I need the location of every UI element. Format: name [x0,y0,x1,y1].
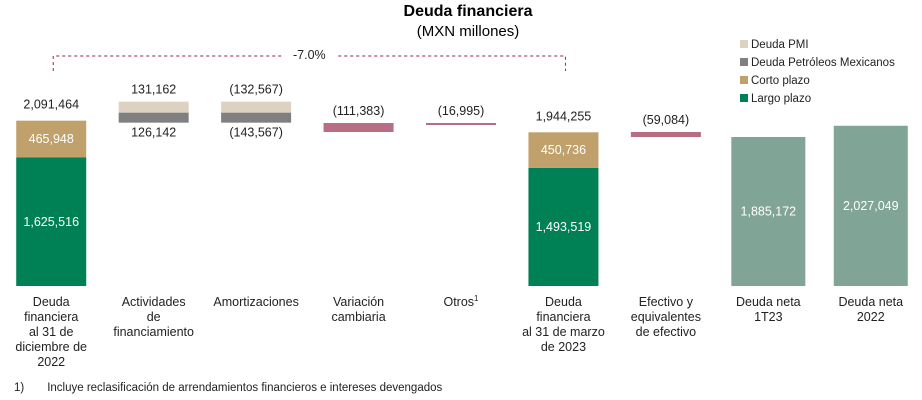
data-label-corto-plazo: 465,948 [29,132,74,146]
data-label-largo-plazo: 1,493,519 [536,220,592,234]
category-label: Efectivo y equivalentes de efectivo [631,295,701,339]
waterfall-chart: Deuda financiera (MXN millones) 1,625,51… [15,3,908,369]
bar-deuda-pemex [221,112,292,123]
category-label-line: financiera [536,310,590,324]
category-label-line: financiamiento [113,325,194,339]
category-label: Deuda financiera al 31 de marzo de 2023 [522,295,605,354]
chart-bars: 1,625,516 465,948 2,091,464 1,493,519 450,73… [15,47,908,369]
category-label-line: de [147,310,161,324]
data-label-deuda-pmi: (132,567) [229,83,283,97]
footnote-marker: 1) [14,382,25,394]
bar-negative-change [323,123,394,132]
legend-label: Deuda Petróleos Mexicanos [751,57,895,69]
category-label-line: financiera [24,310,78,324]
legend-swatch [740,94,748,102]
category-label-line: Deuda [33,295,70,309]
data-label-largo-plazo: 1,625,516 [23,215,79,229]
bar-corto-plazo [16,120,87,158]
category-label-line: Amortizaciones [213,295,298,309]
chart-title: Deuda financiera [404,3,533,20]
category-label-line: al 31 de marzo [522,325,605,339]
category-label-line: Efectivo y [639,295,694,309]
bar-largo-plazo [528,167,599,286]
category-label-line: Actividades [122,295,186,309]
category-label-line: Variación [333,295,384,309]
category-label-line: Deuda neta [736,295,801,309]
bar-corto-plazo [528,132,599,168]
data-label-deuda-pemex: 126,142 [131,126,176,140]
category-label: Actividades de financiamiento [113,295,194,339]
variation-label-bg [283,47,336,63]
chart-subtitle: (MXN millones) [417,23,520,40]
data-label-deuda-pmi: 131,162 [131,83,176,97]
bar-deuda-pmi [221,101,292,113]
category-label: Deuda financiera al 31 de diciembre de 2022 [15,295,87,369]
category-label: Otros1 [443,294,479,309]
data-label-corto-plazo: 450,736 [541,143,586,157]
bar-negative-change [630,132,701,137]
legend-swatch [740,40,748,48]
category-label-line: al 31 de [29,325,74,339]
legend-swatch [740,76,748,84]
bar-deuda-neta [833,125,908,286]
category-label-line: diciembre de [15,340,87,354]
data-label-change: (16,995) [438,104,485,118]
category-label-line: 1T23 [754,310,783,324]
footnote-text: Incluye reclasificación de arrendamiento… [47,382,443,394]
category-label: Amortizaciones [213,295,298,309]
bar-largo-plazo [16,157,87,286]
footnote: 1) Incluye reclasificación de arrendamie… [14,382,442,394]
variation-label: -7.0% [293,48,326,62]
legend-label: Corto plazo [751,75,810,87]
legend-swatch [740,58,748,66]
category-superscript: 1 [474,294,479,303]
data-label-deuda-neta: 2,027,049 [843,199,899,213]
bar-deuda-pemex [118,112,189,123]
category-label-line: Deuda neta [838,295,903,309]
category-label: Variación cambiaria [331,295,385,324]
category-label-line: Deuda [545,295,582,309]
data-label-total: 2,091,464 [23,98,79,112]
category-label-line: de 2023 [541,340,586,354]
legend: Deuda PMI Deuda Petróleos Mexicanos Corto … [740,39,895,105]
data-label-change: (111,383) [333,104,385,118]
category-label-line: cambiaria [331,310,385,324]
category-label-line: equivalentes [631,310,701,324]
data-label-deuda-neta: 1,885,172 [741,204,797,218]
data-label-change: (59,084) [643,113,690,127]
data-label-total: 1,944,255 [536,109,592,123]
category-label-line: 2022 [857,310,885,324]
category-label-line: Otros [443,295,474,309]
category-label: Deuda neta 1T23 [736,295,801,324]
category-label-line: 2022 [37,355,65,369]
bar-deuda-neta [731,136,806,286]
bar-deuda-pmi [118,101,189,113]
category-label: Deuda neta 2022 [838,295,903,324]
bar-negative-change [426,123,496,125]
data-label-deuda-pemex: (143,567) [229,126,283,140]
legend-label: Largo plazo [751,93,811,105]
category-label-line: de efectivo [636,325,697,339]
legend-label: Deuda PMI [751,39,809,51]
